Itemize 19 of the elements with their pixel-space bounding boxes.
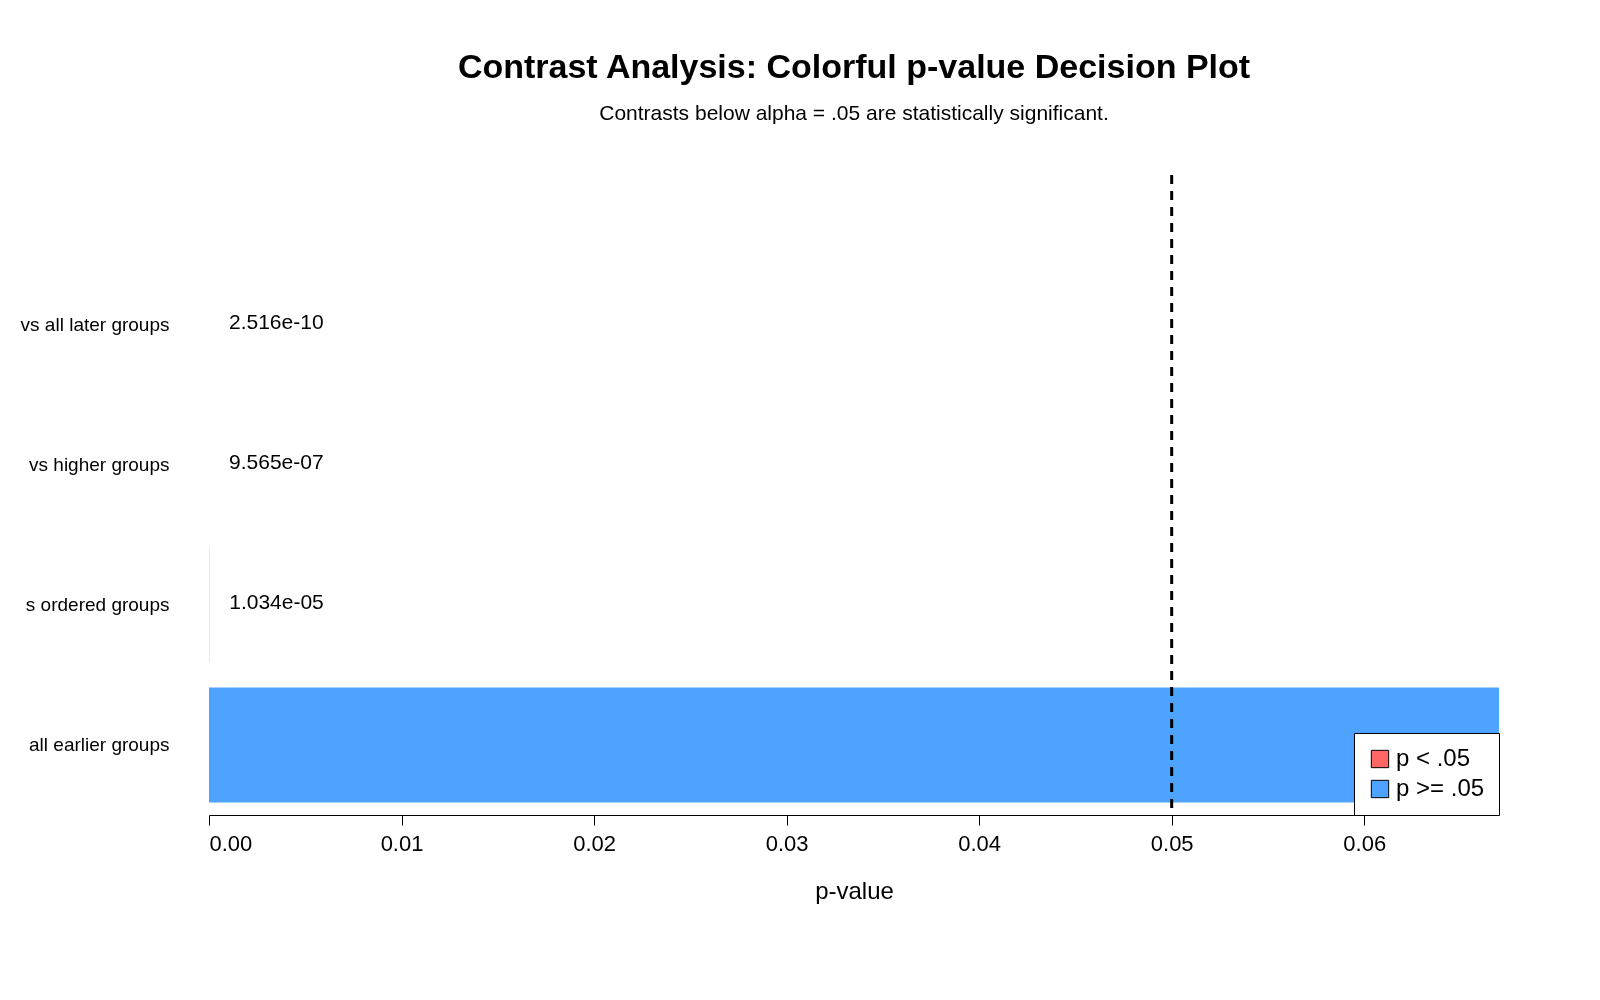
data-label: 9.565e-07 xyxy=(229,450,324,473)
y-tick-label: vs higher groups xyxy=(29,454,170,475)
y-tick-label: vs all later groups xyxy=(20,314,170,335)
data-label: 1.034e-05 xyxy=(229,590,324,613)
x-tick-label: 0.04 xyxy=(958,830,1002,856)
x-tick-label: 0.01 xyxy=(380,830,424,856)
chart-title: Contrast Analysis: Colorful p-value Decision Plot xyxy=(457,46,1251,85)
y-tick-label: s ordered groups xyxy=(25,594,170,615)
x-tick-label: 0.02 xyxy=(573,830,616,856)
x-tick-label: 0.03 xyxy=(765,830,809,856)
data-label: 2.516e-10 xyxy=(229,310,324,333)
x-tick-label: 0.00 xyxy=(209,830,253,856)
chart-subtitle: Contrasts below alpha = .05 are statistically significant. xyxy=(599,100,1109,124)
legend-label: p < .05 xyxy=(1396,744,1471,771)
x-axis-title: p-value xyxy=(815,876,894,904)
x-tick-label: 0.05 xyxy=(1150,830,1194,856)
y-tick-label: all earlier groups xyxy=(29,734,170,755)
legend-label: p >= .05 xyxy=(1396,774,1485,801)
x-tick-label: 0.06 xyxy=(1343,830,1387,856)
